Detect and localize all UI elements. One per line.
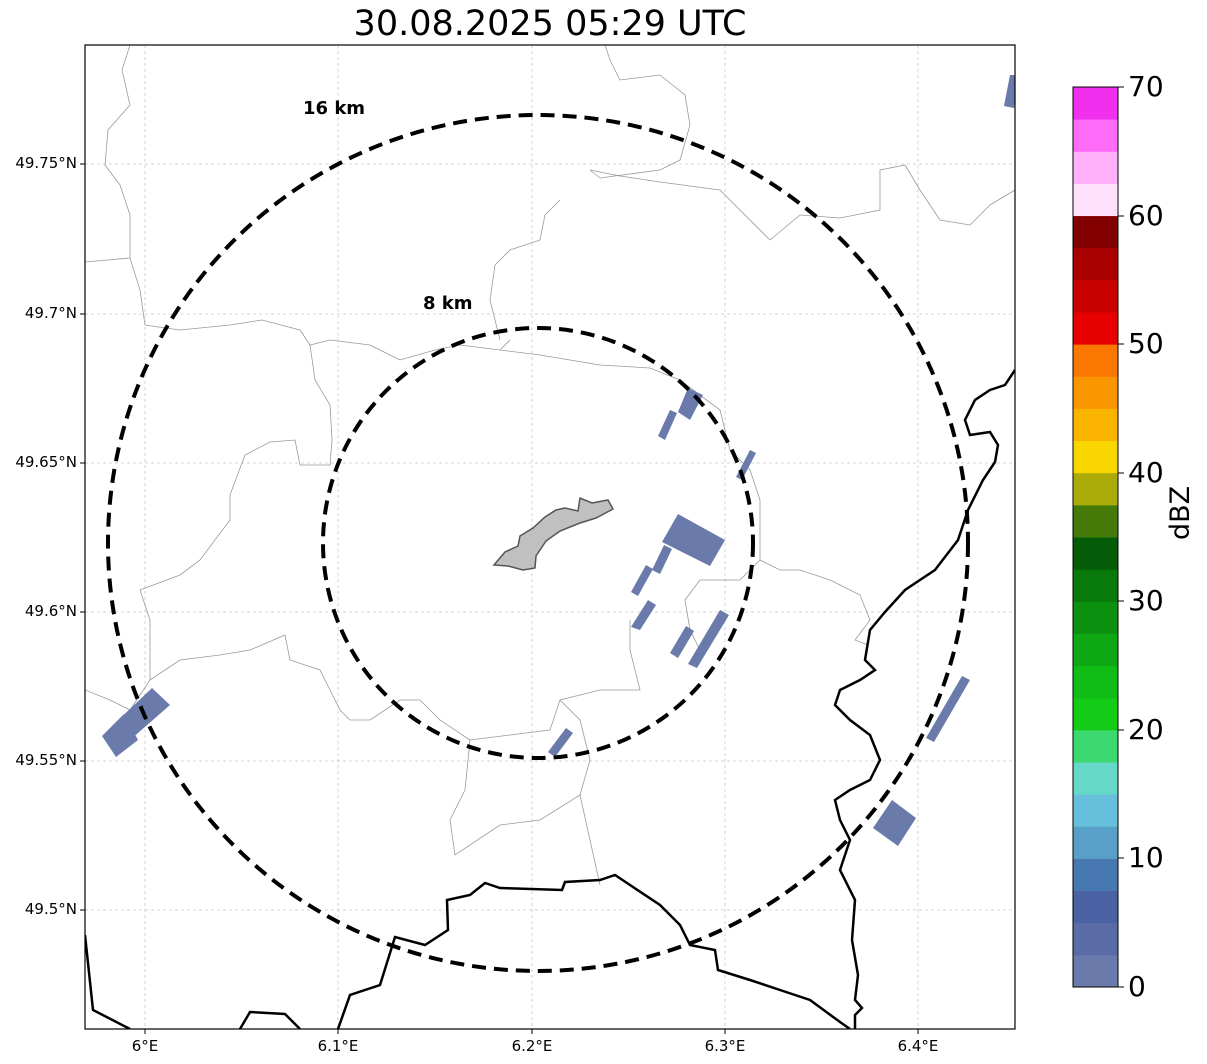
colorbar-segment [1073, 247, 1118, 281]
colorbar-segment [1073, 408, 1118, 442]
radar-echo [926, 676, 970, 742]
colorbar-segment [1073, 569, 1118, 602]
colorbar-segment [1073, 215, 1118, 249]
radar-echo [113, 688, 170, 740]
colorbar-tick-label: 60 [1128, 199, 1164, 232]
lon-tick-label: 6.4°E [897, 1037, 939, 1055]
colorbar-label: dBZ [1165, 485, 1196, 540]
map-frame [84, 44, 1016, 1030]
colorbar-segment [1073, 279, 1118, 313]
city-area [492, 496, 615, 571]
radar-echo [548, 728, 573, 757]
colorbar-segment [1073, 601, 1118, 634]
radar-echo [1004, 75, 1015, 108]
lon-tick-label: 6°E [131, 1037, 159, 1055]
radar-echo [658, 410, 677, 440]
radar-echo [652, 545, 672, 574]
range-ring-label-16km: 16 km [303, 98, 366, 119]
radar-echo [736, 450, 756, 480]
radar-echo [670, 626, 694, 658]
lon-tick-label: 6.2°E [511, 1037, 553, 1055]
colorbar-segment [1073, 87, 1118, 120]
range-ring-8km [321, 326, 755, 760]
colorbar-segment [1073, 697, 1118, 731]
range-ring-label-8km: 8 km [423, 293, 473, 314]
colorbar-segment [1073, 794, 1118, 827]
radar-echo [631, 600, 656, 630]
colorbar-segment [1073, 537, 1118, 570]
colorbar-segment [1073, 312, 1118, 345]
admin-boundaries [85, 45, 1015, 886]
colorbar-segment [1073, 762, 1118, 795]
national-borders [85, 369, 1015, 1029]
colorbar-segment [1073, 826, 1118, 859]
lon-tick-label: 6.1°E [317, 1037, 359, 1055]
map-title: 30.08.2025 05:29 UTC [353, 4, 747, 44]
radar-echo [678, 388, 703, 420]
colorbar-segment [1073, 922, 1118, 956]
lat-tick-label: 49.7°N [24, 304, 77, 322]
colorbar-segment [1073, 890, 1118, 924]
lat-tick-label: 49.65°N [15, 453, 77, 471]
lat-tick-label: 49.55°N [15, 751, 77, 769]
colorbar-segment [1073, 472, 1118, 506]
colorbar [1073, 87, 1118, 988]
colorbar-frame [1072, 86, 1119, 988]
colorbar-tick-label: 20 [1128, 713, 1164, 746]
colorbar-segment [1073, 119, 1118, 152]
lon-tick-label: 6.3°E [704, 1037, 746, 1055]
colorbar-tick-label: 30 [1128, 584, 1164, 617]
colorbar-segment [1073, 344, 1118, 377]
radar-echo [873, 800, 916, 846]
lat-tick-label: 49.75°N [15, 154, 77, 172]
lat-tick-label: 49.6°N [24, 602, 77, 620]
colorbar-segment [1073, 729, 1118, 763]
colorbar-tick-label: 50 [1128, 327, 1164, 360]
gridlines [85, 45, 1015, 1029]
colorbar-segment [1073, 440, 1118, 474]
colorbar-segment [1073, 858, 1118, 892]
lat-tick-label: 49.5°N [24, 900, 77, 918]
colorbar-segment [1073, 376, 1118, 409]
colorbar-tick-label: 10 [1128, 841, 1164, 874]
colorbar-segment [1073, 183, 1118, 217]
radar-echo [662, 514, 725, 566]
colorbar-segment [1073, 504, 1118, 538]
colorbar-segment [1073, 665, 1118, 699]
radar-echoes [102, 75, 1015, 846]
colorbar-tick-label: 40 [1128, 456, 1164, 489]
radar-echo [631, 565, 653, 596]
colorbar-segment [1073, 151, 1118, 184]
colorbar-segment [1073, 954, 1118, 988]
colorbar-tick-label: 0 [1128, 970, 1146, 1003]
colorbar-segment [1073, 633, 1118, 667]
colorbar-tick-label: 70 [1128, 70, 1164, 103]
range-ring-16km [106, 113, 970, 973]
range-rings [106, 113, 970, 973]
radar-echo [688, 610, 729, 668]
